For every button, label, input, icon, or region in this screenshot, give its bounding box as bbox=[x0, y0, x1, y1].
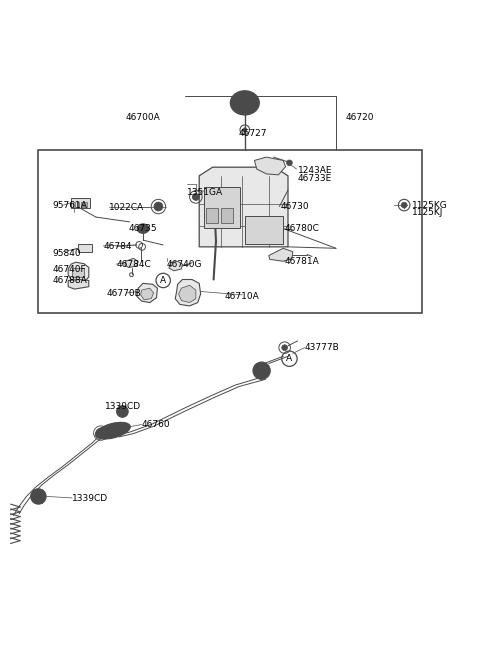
Text: 46784: 46784 bbox=[103, 242, 132, 252]
Text: 46730: 46730 bbox=[281, 202, 310, 211]
Text: 1351GA: 1351GA bbox=[187, 187, 223, 196]
Circle shape bbox=[243, 101, 247, 105]
Bar bbox=[206, 208, 218, 223]
Polygon shape bbox=[175, 280, 201, 306]
Circle shape bbox=[117, 405, 128, 417]
Text: A: A bbox=[160, 276, 166, 285]
Circle shape bbox=[35, 493, 42, 500]
Circle shape bbox=[287, 160, 292, 166]
Text: 46733E: 46733E bbox=[298, 174, 332, 183]
Text: 46710A: 46710A bbox=[225, 291, 259, 301]
Text: 1022CA: 1022CA bbox=[109, 204, 144, 212]
Text: 46720: 46720 bbox=[346, 113, 374, 122]
Text: 46735: 46735 bbox=[129, 224, 157, 233]
Bar bbox=[84, 202, 87, 207]
Polygon shape bbox=[199, 167, 288, 247]
Circle shape bbox=[401, 202, 407, 208]
Ellipse shape bbox=[230, 91, 259, 115]
Polygon shape bbox=[179, 286, 196, 303]
Circle shape bbox=[96, 428, 106, 438]
Text: 95840: 95840 bbox=[53, 249, 82, 257]
Polygon shape bbox=[137, 284, 157, 303]
Polygon shape bbox=[68, 280, 89, 289]
Bar bbox=[71, 198, 90, 208]
Circle shape bbox=[108, 426, 117, 435]
Text: 46788A: 46788A bbox=[53, 276, 87, 285]
Circle shape bbox=[253, 362, 270, 379]
Bar bbox=[245, 215, 283, 244]
Bar bbox=[38, 150, 422, 313]
Text: 1125KG: 1125KG bbox=[412, 200, 447, 210]
Text: 1339CD: 1339CD bbox=[72, 495, 108, 503]
Bar bbox=[221, 208, 233, 223]
Polygon shape bbox=[141, 288, 154, 299]
Bar bbox=[77, 202, 79, 207]
Circle shape bbox=[120, 409, 125, 415]
Circle shape bbox=[243, 128, 247, 132]
Text: 46740G: 46740G bbox=[167, 259, 203, 269]
Text: 1125KJ: 1125KJ bbox=[412, 208, 443, 217]
Text: 1243AE: 1243AE bbox=[298, 166, 332, 175]
Bar bbox=[73, 202, 75, 207]
Text: 46770B: 46770B bbox=[107, 290, 141, 299]
Circle shape bbox=[31, 489, 46, 504]
Bar bbox=[72, 267, 84, 277]
Text: 46760: 46760 bbox=[142, 420, 170, 429]
Circle shape bbox=[282, 345, 288, 350]
Text: 46727: 46727 bbox=[239, 128, 267, 138]
Polygon shape bbox=[269, 248, 293, 261]
Polygon shape bbox=[169, 261, 182, 271]
Text: 46740F: 46740F bbox=[53, 265, 86, 274]
Bar bbox=[81, 202, 83, 207]
Text: 43777B: 43777B bbox=[305, 343, 339, 352]
Text: 46700A: 46700A bbox=[126, 113, 161, 122]
Bar bbox=[204, 187, 240, 228]
Ellipse shape bbox=[137, 224, 149, 233]
Circle shape bbox=[154, 202, 163, 211]
Ellipse shape bbox=[96, 422, 130, 439]
Polygon shape bbox=[68, 262, 89, 282]
Text: 46781A: 46781A bbox=[284, 257, 319, 266]
Text: 46784C: 46784C bbox=[116, 259, 151, 269]
Bar bbox=[78, 244, 92, 252]
Circle shape bbox=[192, 194, 199, 200]
Polygon shape bbox=[125, 258, 138, 267]
Polygon shape bbox=[254, 157, 286, 175]
Text: 46780C: 46780C bbox=[284, 224, 319, 233]
Text: 95761A: 95761A bbox=[53, 200, 88, 210]
Text: A: A bbox=[287, 354, 292, 364]
Text: 1339CD: 1339CD bbox=[105, 402, 141, 411]
